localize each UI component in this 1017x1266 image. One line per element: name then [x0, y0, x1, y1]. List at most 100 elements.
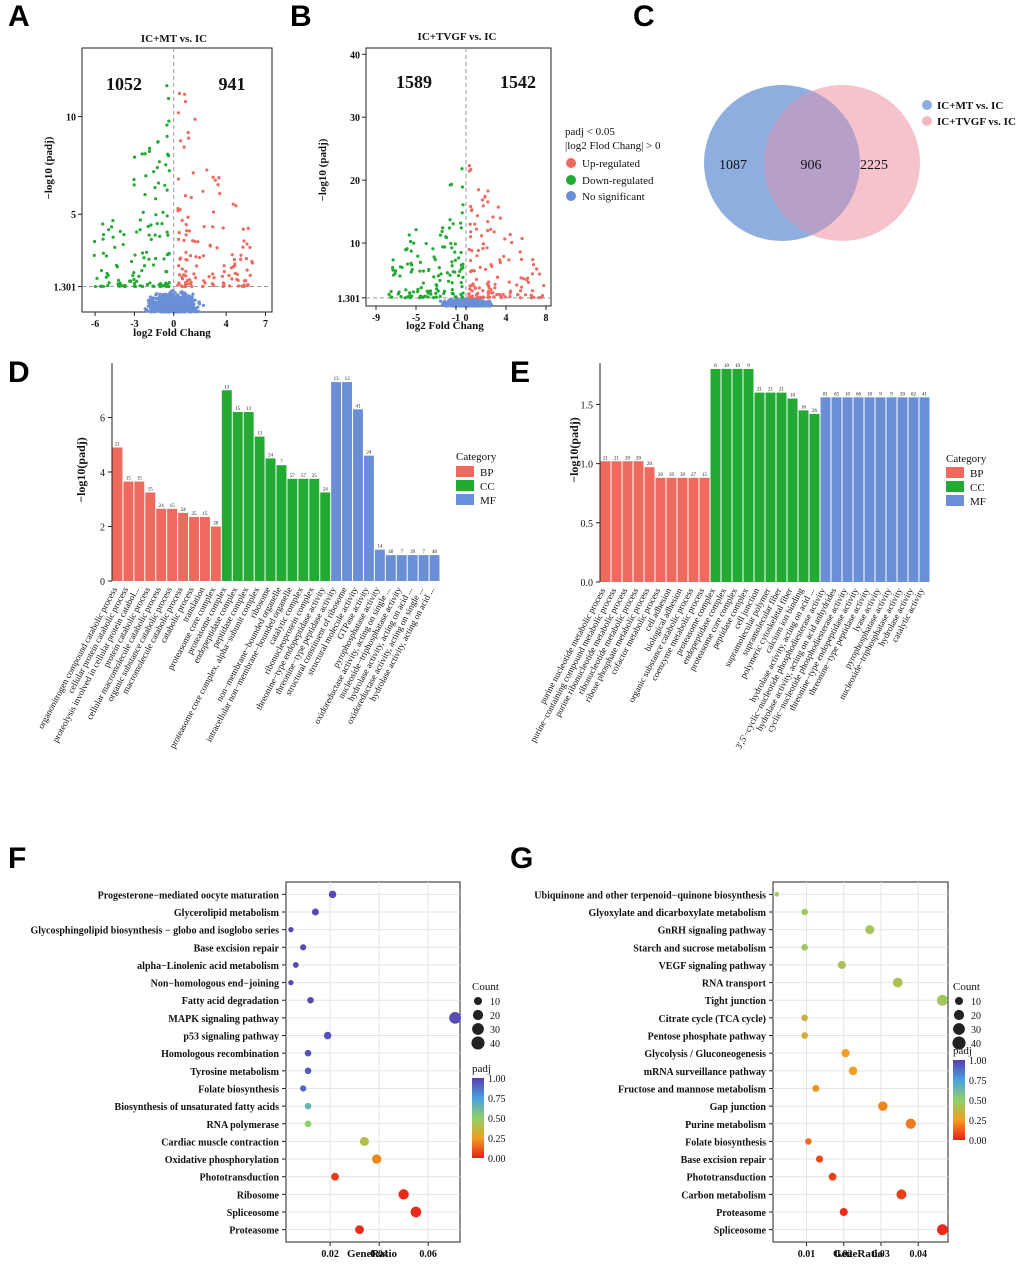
- volcano-point-ns: [460, 303, 464, 307]
- volcano-y-tick-label: 1.301: [338, 294, 361, 305]
- volcano-point-sig: [485, 246, 489, 250]
- volcano-point-sig: [431, 247, 435, 251]
- bar-y-tick-label: 0.5: [581, 519, 594, 530]
- count-legend-label: 20: [490, 1011, 500, 1022]
- dot-point: [328, 890, 337, 899]
- volcano-point-sig: [137, 274, 141, 278]
- volcano-point-sig: [148, 281, 152, 285]
- volcano-point-sig: [486, 294, 490, 299]
- volcano-point-sig: [145, 282, 149, 287]
- dot-term-label: Phototransduction: [687, 1173, 767, 1184]
- volcano-point-sig: [93, 284, 98, 289]
- venn-overlap: [764, 91, 860, 235]
- volcano-point-sig: [461, 275, 465, 279]
- volcano-point-sig: [165, 270, 169, 274]
- volcano-point-sig: [474, 227, 479, 231]
- bar: [418, 555, 429, 581]
- bar-y-tick-label: 0.0: [581, 578, 594, 589]
- volcano-point-sig: [530, 289, 535, 293]
- volcano-b-title: IC+TVGF vs. IC: [418, 31, 497, 43]
- dot-term-label: Pentose phosphate pathway: [648, 1032, 766, 1043]
- volcano-point-ns: [158, 298, 162, 302]
- dot-point: [841, 1049, 850, 1058]
- volcano-point-sig: [184, 257, 188, 262]
- volcano-point-ns: [481, 303, 485, 308]
- volcano-point-sig: [404, 248, 408, 252]
- volcano-point-sig: [140, 268, 144, 273]
- volcano-point-sig: [468, 296, 472, 300]
- dot-term-label: MAPK signaling pathway: [168, 1014, 279, 1025]
- volcano-point-ns: [193, 310, 197, 314]
- volcano-point-sig: [492, 295, 496, 299]
- volcano-x-tick-label: -1: [452, 313, 460, 324]
- volcano-point-sig: [489, 262, 493, 267]
- volcano-point-sig: [498, 258, 502, 262]
- volcano-point-ns: [188, 296, 192, 300]
- bar-d-legend-bp-swatch: [456, 466, 474, 477]
- volcano-point-sig: [408, 291, 412, 295]
- count-legend-dot: [953, 1023, 965, 1035]
- bar-count-label: 15: [137, 477, 143, 482]
- dot-term-label: alpha−Linolenic acid metabolism: [137, 961, 279, 972]
- volcano-point-sig: [132, 178, 136, 182]
- padj-legend-label: 0.00: [969, 1136, 987, 1147]
- bar: [633, 461, 644, 582]
- bar-y-tick-label: 2: [100, 523, 105, 534]
- volcano-point-sig: [101, 222, 105, 226]
- dot-point: [311, 908, 319, 916]
- volcano-point-ns: [464, 297, 468, 301]
- volcano-point-sig: [162, 257, 166, 261]
- volcano-point-sig: [101, 237, 105, 241]
- volcano-x-tick-label: -3: [130, 319, 138, 330]
- volcano-point-sig: [248, 245, 252, 250]
- volcano-point-sig: [458, 269, 462, 273]
- volcano-point-sig: [157, 160, 161, 164]
- volcano-point-sig: [426, 289, 430, 293]
- volcano-point-sig: [106, 273, 110, 277]
- bar: [254, 436, 265, 581]
- dot-point: [892, 977, 903, 988]
- volcano-point-ns: [474, 301, 478, 305]
- volcano-point-sig: [186, 215, 190, 219]
- volcano-point-sig: [496, 205, 500, 209]
- volcano-point-sig: [182, 145, 186, 149]
- dot-term-label: Spliceosome: [714, 1226, 767, 1237]
- bar: [134, 481, 145, 581]
- dot-point: [801, 1032, 808, 1039]
- volcano-point-sig: [134, 230, 139, 234]
- padj-legend-label: 1.00: [969, 1056, 987, 1067]
- dot-term-label: Gap junction: [710, 1102, 767, 1113]
- volcano-point-sig: [201, 189, 205, 193]
- volcano-point-sig: [450, 260, 454, 264]
- volcano-point-sig: [222, 270, 226, 274]
- volcano-point-sig: [391, 265, 395, 270]
- bar-count-label: 21: [603, 456, 609, 461]
- dot-f-count-title: Count: [472, 981, 499, 993]
- bar-count-label: 24: [323, 487, 329, 492]
- volcano-point-sig: [157, 283, 161, 287]
- bar-count-label: 21: [757, 388, 763, 393]
- volcano-point-sig: [132, 183, 136, 187]
- volcano-point-sig: [192, 272, 196, 276]
- volcano-point-sig: [245, 268, 249, 272]
- volcano-point-sig: [478, 265, 482, 269]
- volcano-point-sig: [453, 242, 457, 246]
- bar-e-legend-bp: BP: [970, 468, 983, 480]
- volcano-point-sig: [205, 168, 209, 172]
- bar-count-label: 66: [856, 392, 862, 397]
- volcano-point-sig: [208, 243, 212, 247]
- volcano-point-sig: [153, 197, 158, 201]
- volcano-point-sig: [101, 284, 106, 288]
- padj-legend-label: 0.25: [969, 1116, 987, 1127]
- volcano-point-sig: [495, 275, 500, 279]
- bar-count-label: 9: [890, 392, 893, 397]
- volcano-b-xlabel: log2 Fold Chang: [406, 320, 484, 332]
- volcano-y-tick-label: 10: [66, 112, 76, 123]
- volcano-point-sig: [391, 273, 396, 277]
- dot-term-label: Proteasome: [229, 1226, 279, 1237]
- bar-d-legend-title: Category: [456, 451, 497, 463]
- bar-count-label: 39: [410, 550, 416, 555]
- bar: [112, 447, 123, 581]
- volcano-point-sig: [106, 283, 110, 288]
- bar: [407, 555, 418, 581]
